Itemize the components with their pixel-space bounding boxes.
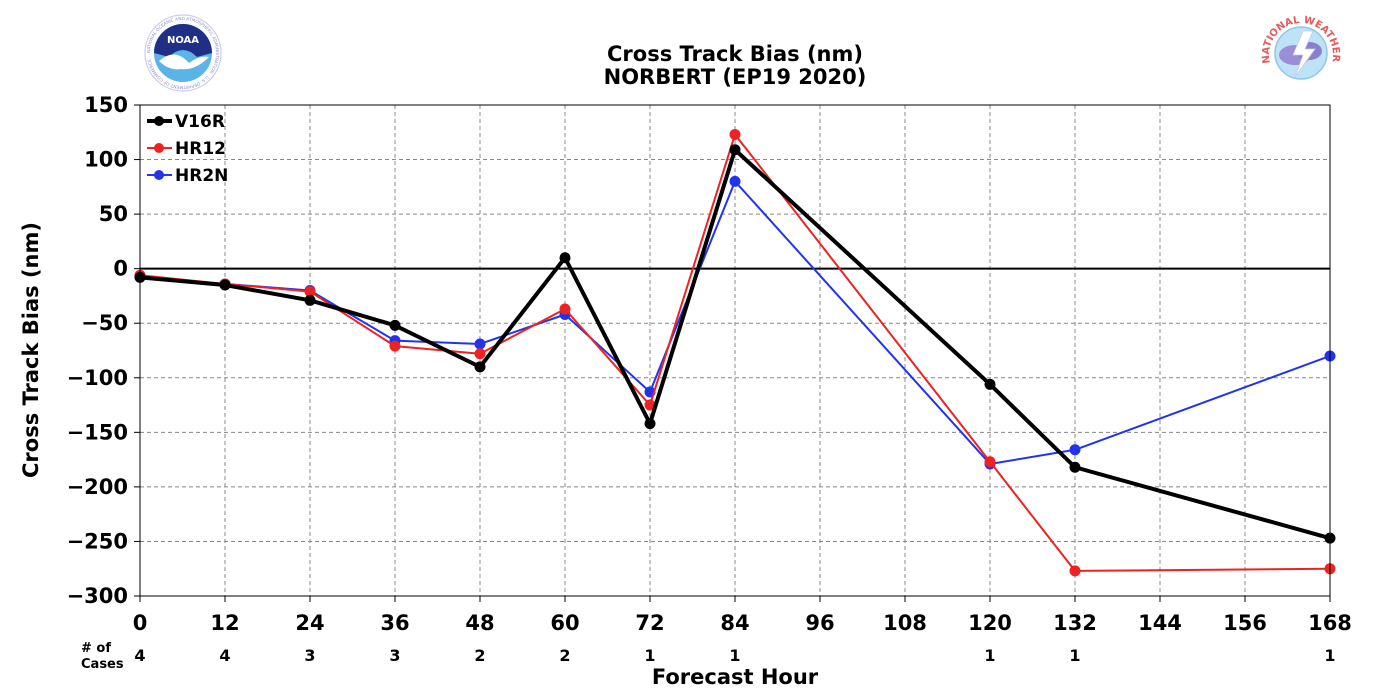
data-point-v16r bbox=[304, 294, 316, 306]
case-count: 4 bbox=[219, 646, 230, 665]
y-tick-label: 50 bbox=[99, 202, 128, 226]
x-tick-label: 24 bbox=[295, 611, 324, 635]
legend-swatch-marker bbox=[154, 170, 164, 180]
x-tick-label: 168 bbox=[1308, 611, 1352, 635]
data-point-hr12 bbox=[304, 286, 316, 298]
data-point-hr12 bbox=[474, 348, 486, 360]
data-point-v16r bbox=[1069, 461, 1081, 473]
legend: V16R HR12 HR2N bbox=[147, 112, 228, 186]
x-tick-label: 60 bbox=[550, 611, 579, 635]
y-tick-label: −250 bbox=[67, 529, 128, 553]
legend-swatch-marker bbox=[154, 143, 164, 153]
x-tick-label: 96 bbox=[805, 611, 834, 635]
chart-title: Cross Track Bias (nm) bbox=[607, 42, 863, 66]
legend-item-hr12: HR12 bbox=[147, 139, 226, 159]
data-point-v16r bbox=[389, 319, 401, 331]
x-tick-label: 84 bbox=[720, 611, 749, 635]
case-count: 3 bbox=[304, 646, 315, 665]
noaa-logo-text: NOAA bbox=[167, 35, 199, 46]
case-count: 1 bbox=[644, 646, 655, 665]
legend-label: V16R bbox=[175, 112, 225, 132]
legend-swatch-marker bbox=[154, 116, 164, 126]
legend-item-hr2n: HR2N bbox=[147, 166, 228, 186]
x-tick-label: 120 bbox=[968, 611, 1012, 635]
noaa-logo: NOAA NATIONAL OCEANIC AND ATMOSPHERIC AD… bbox=[144, 14, 222, 92]
data-point-v16r bbox=[559, 252, 571, 264]
case-count: 2 bbox=[474, 646, 485, 665]
y-axis-label: Cross Track Bias (nm) bbox=[19, 222, 43, 478]
y-tick-label: −300 bbox=[67, 584, 128, 608]
case-count: 2 bbox=[559, 646, 570, 665]
y-tick-label: 0 bbox=[113, 257, 128, 281]
case-count: 1 bbox=[984, 646, 995, 665]
y-tick-label: 100 bbox=[84, 148, 128, 172]
data-point-hr12 bbox=[389, 340, 401, 352]
data-point-hr2n bbox=[729, 175, 741, 187]
x-tick-label: 0 bbox=[133, 611, 148, 635]
x-tick-label: 132 bbox=[1053, 611, 1097, 635]
y-tick-label: −100 bbox=[67, 366, 128, 390]
data-point-v16r bbox=[644, 418, 656, 430]
case-count: 1 bbox=[1069, 646, 1080, 665]
cases-label-line2: Cases bbox=[81, 657, 124, 672]
legend-label: HR2N bbox=[175, 166, 228, 186]
x-tick-label: 48 bbox=[465, 611, 494, 635]
data-point-v16r bbox=[984, 378, 996, 390]
series-layer bbox=[134, 128, 1336, 577]
x-tick-label: 156 bbox=[1223, 611, 1267, 635]
y-tick-label: −50 bbox=[81, 311, 128, 335]
tick-layer: 0 12 24 36 48 60 72 84 96 108 120 132 144 156 168 150 10… bbox=[67, 93, 1352, 635]
data-point-hr2n bbox=[1069, 444, 1081, 456]
x-tick-label: 12 bbox=[210, 611, 239, 635]
x-tick-label: 36 bbox=[380, 611, 409, 635]
data-point-v16r bbox=[474, 361, 486, 373]
data-point-v16r bbox=[729, 144, 741, 156]
data-point-hr12 bbox=[644, 399, 656, 411]
chart-subtitle: NORBERT (EP19 2020) bbox=[604, 65, 867, 89]
y-tick-label: 150 bbox=[84, 93, 128, 117]
x-tick-label: 72 bbox=[635, 611, 664, 635]
x-axis-label: Forecast Hour bbox=[652, 665, 819, 689]
y-tick-label: −150 bbox=[67, 420, 128, 444]
data-point-hr12 bbox=[729, 128, 741, 140]
case-count: 1 bbox=[1324, 646, 1335, 665]
data-point-hr2n bbox=[474, 338, 486, 350]
case-count: 1 bbox=[729, 646, 740, 665]
x-tick-label: 144 bbox=[1138, 611, 1182, 635]
data-point-hr12 bbox=[984, 456, 996, 468]
x-tick-label: 108 bbox=[883, 611, 927, 635]
data-point-hr12 bbox=[1069, 565, 1081, 577]
legend-label: HR12 bbox=[175, 139, 226, 159]
data-point-v16r bbox=[219, 279, 231, 291]
legend-item-v16r: V16R bbox=[147, 112, 225, 132]
y-tick-label: −200 bbox=[67, 475, 128, 499]
series-v16r bbox=[134, 144, 1336, 544]
case-count: 3 bbox=[389, 646, 400, 665]
case-count: 4 bbox=[134, 646, 145, 665]
nws-logo: NATIONAL WEATHER SERVICE bbox=[1261, 15, 1341, 91]
data-point-hr12 bbox=[559, 303, 571, 315]
cases-label-line1: # of bbox=[81, 641, 111, 656]
